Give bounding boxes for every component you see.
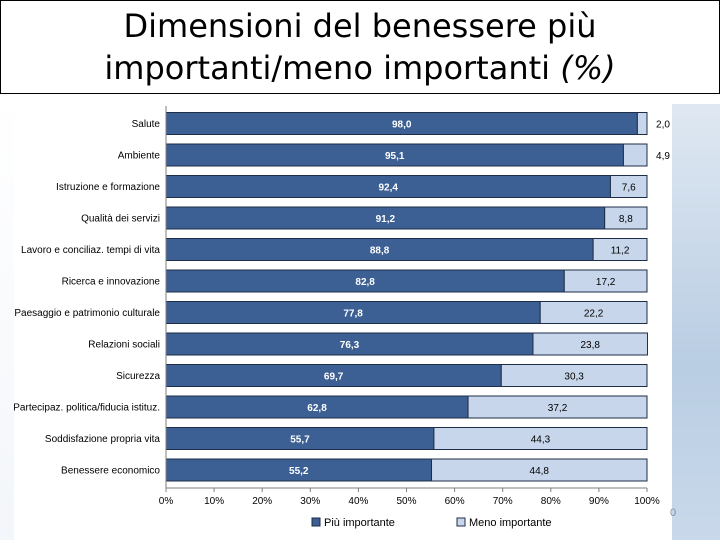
data-label-meno-importante: 2,0	[656, 120, 670, 131]
x-tick-label: 60%	[445, 496, 465, 507]
category-label: Paesaggio e patrimonio culturale	[14, 308, 160, 319]
bar-meno-importante	[636, 112, 648, 135]
category-label: Sicurezza	[116, 371, 160, 382]
bar-meno-importante	[433, 427, 648, 450]
bar-meno-importante	[532, 332, 648, 356]
bar-meno-importante	[622, 143, 648, 167]
bar-meno-importante	[563, 269, 648, 293]
data-label-meno-importante: 17,2	[596, 277, 616, 288]
data-label-piu-importante: 69,7	[324, 372, 344, 383]
data-label-meno-importante: 44,8	[530, 466, 550, 477]
bar-meno-importante	[500, 364, 648, 387]
data-label-piu-importante: 62,8	[307, 403, 327, 414]
category-label: Ambiente	[118, 151, 161, 162]
data-label-piu-importante: 98,0	[392, 120, 412, 131]
category-label: Benessere economico	[61, 466, 160, 477]
data-label-meno-importante: 11,2	[611, 246, 630, 257]
slide-title: Dimensioni del benessere più importanti/…	[0, 0, 720, 94]
category-label: Relazioni sociali	[88, 340, 160, 351]
stacked-bar-chart: Salute 98,0 2,0 Ambiente 95,1 4,9 Istruzione e…	[13, 106, 670, 529]
x-tick-label: 0%	[159, 496, 174, 507]
bar-meno-importante	[539, 301, 648, 324]
data-label-meno-importante: 22,2	[584, 309, 604, 320]
data-label-piu-importante: 88,8	[370, 246, 390, 257]
category-label: Istruzione e formazione	[56, 182, 160, 193]
data-label-piu-importante: 95,1	[385, 151, 405, 162]
data-label-piu-importante: 91,2	[376, 214, 396, 225]
data-label-piu-importante: 82,8	[355, 277, 375, 288]
category-label: Partecipaz. politica/fiducia istituz.	[14, 403, 160, 414]
bar-meno-importante	[604, 206, 648, 230]
data-label-piu-importante: 55,2	[289, 466, 309, 477]
title-line-2-text: importanti/meno importanti	[104, 49, 561, 87]
category-label: Ricerca e innovazione	[62, 277, 161, 288]
category-label: Soddisfazione propria vita	[45, 434, 161, 445]
x-tick-label: 40%	[348, 496, 368, 507]
legend-label-meno-importante: Meno importante	[469, 517, 552, 529]
title-line-2: importanti/meno importanti (%)	[104, 47, 615, 89]
data-label-meno-importante: 7,6	[622, 183, 636, 194]
category-label: Lavoro e conciliaz. tempi di vita	[21, 245, 160, 256]
category-label: Qualità dei servizi	[81, 214, 160, 225]
data-label-piu-importante: 77,8	[343, 309, 363, 320]
data-label-meno-importante: 23,8	[581, 340, 601, 351]
legend-label-piu-importante: Più importante	[324, 517, 395, 529]
data-label-piu-importante: 55,7	[290, 435, 310, 446]
bar-meno-importante	[609, 175, 648, 198]
page-number: 0	[670, 507, 677, 519]
data-label-piu-importante: 92,4	[378, 183, 398, 194]
x-tick-label: 30%	[300, 496, 320, 507]
data-label-piu-importante: 76,3	[340, 340, 360, 351]
category-label: Salute	[132, 119, 161, 130]
x-tick-label: 10%	[204, 496, 224, 507]
x-tick-label: 100%	[634, 496, 660, 507]
legend-swatch-piu-importante	[311, 517, 321, 527]
bar-meno-importante	[431, 458, 648, 482]
x-tick-label: 50%	[396, 496, 416, 507]
bar-meno-importante	[467, 395, 648, 419]
chart-panel: Salute 98,0 2,0 Ambiente 95,1 4,9 Istruzione e…	[13, 104, 672, 540]
title-line-1: Dimensioni del benessere più	[123, 7, 597, 45]
data-label-meno-importante: 44,3	[531, 435, 551, 446]
data-label-meno-importante: 30,3	[564, 372, 584, 383]
x-tick-label: 70%	[493, 496, 513, 507]
decorative-side-strip	[672, 104, 720, 540]
legend-swatch-meno-importante	[456, 517, 466, 527]
bar-meno-importante	[592, 238, 648, 261]
data-label-meno-importante: 37,2	[548, 403, 568, 414]
x-tick-label: 90%	[589, 496, 609, 507]
x-tick-label: 20%	[252, 496, 272, 507]
x-tick-label: 80%	[541, 496, 561, 507]
data-label-meno-importante: 4,9	[656, 151, 670, 162]
title-line-2-unit: (%)	[560, 49, 616, 87]
data-label-meno-importante: 8,8	[619, 214, 633, 225]
